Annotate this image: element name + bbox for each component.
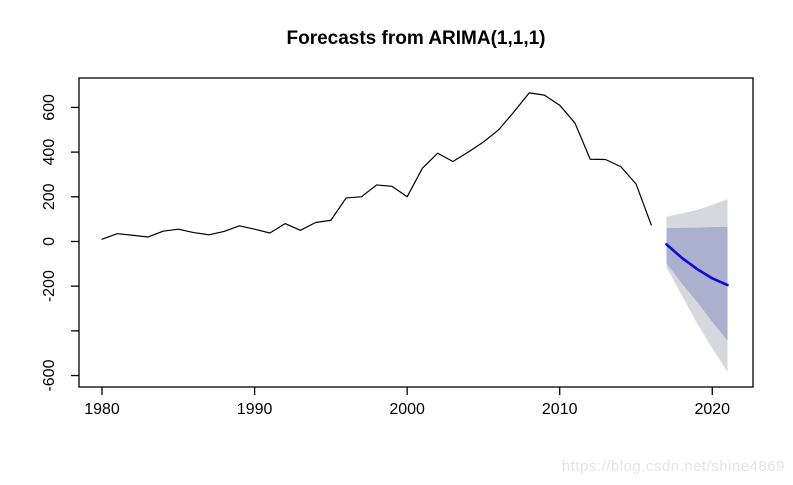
- ci-80-band: [666, 226, 728, 341]
- x-tick-label: 1990: [237, 401, 273, 418]
- plot-border: [78, 77, 754, 388]
- observed-line: [101, 92, 652, 240]
- x-tick-label: 1980: [84, 401, 120, 418]
- x-tick-label: 2020: [694, 401, 730, 418]
- y-tick-label: 400: [41, 139, 58, 166]
- x-tick-label: 2000: [389, 401, 425, 418]
- plot-title: Forecasts from ARIMA(1,1,1): [286, 28, 546, 49]
- y-tick-label: -200: [41, 270, 58, 302]
- y-tick-label: 0: [41, 237, 58, 246]
- x-tick-label: 2010: [542, 401, 578, 418]
- forecast-mean-line: [665, 243, 729, 287]
- y-tick-label: 200: [41, 183, 58, 210]
- y-tick-label: -600: [41, 359, 58, 391]
- y-tick-label: 600: [41, 94, 58, 121]
- watermark: https://blog.csdn.net/shine4869: [561, 458, 785, 475]
